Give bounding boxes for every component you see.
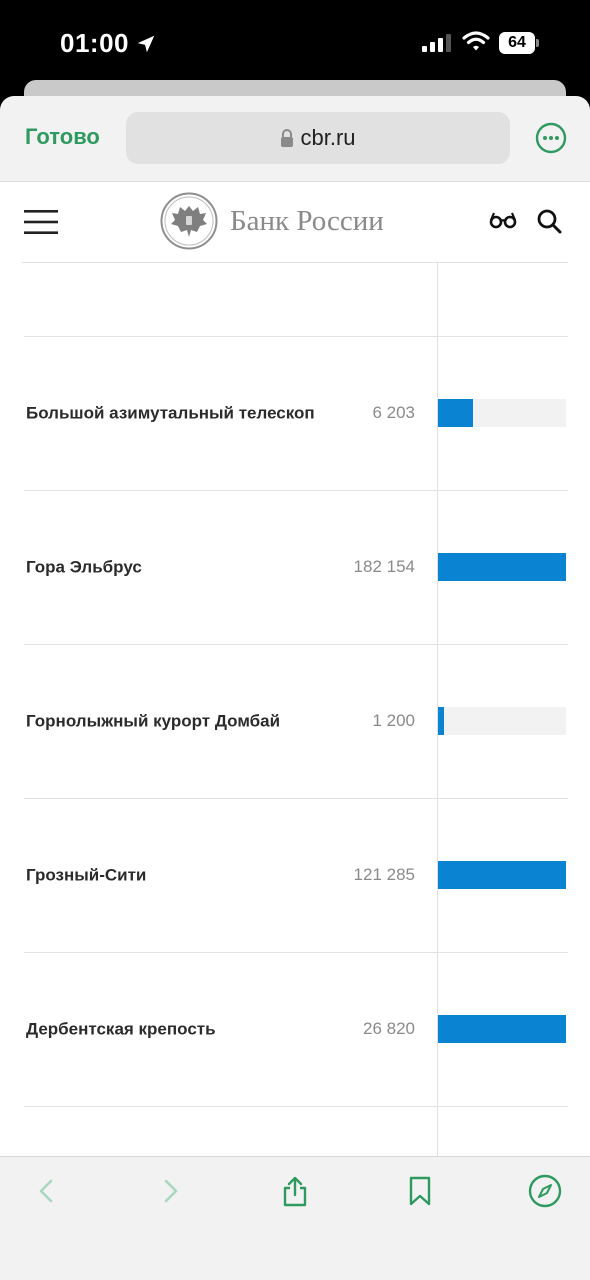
time-text: 01:00 [60, 28, 129, 58]
row-divider [24, 490, 568, 491]
address-bar[interactable]: cbr.ru [126, 112, 510, 164]
bar-fill [438, 1015, 566, 1043]
back-icon[interactable] [32, 1175, 62, 1207]
row-value: 182 154 [353, 557, 415, 576]
share-icon[interactable] [280, 1175, 310, 1207]
row-name: Дербентская крепость [26, 1019, 216, 1039]
status-time: 01:00 [60, 28, 157, 59]
logo-text: Банк России [230, 204, 384, 237]
row-value: 121 285 [353, 865, 415, 884]
table-row: Большой азимутальный телескоп 6 203 [0, 336, 590, 490]
lock-icon [281, 129, 294, 147]
table-row: Горнолыжный курорт Домбай 1 200 [0, 644, 590, 798]
compass-icon[interactable] [528, 1174, 562, 1208]
row-name: Большой азимутальный телескоп [26, 403, 315, 423]
hamburger-menu-icon[interactable] [24, 210, 58, 234]
double-eagle-emblem-icon [160, 192, 218, 250]
table-row: Гора Эльбрус 182 154 [0, 490, 590, 644]
row-divider [24, 952, 568, 953]
browser-toolbar [0, 1156, 590, 1280]
more-options-icon[interactable] [535, 122, 567, 154]
wifi-icon [462, 31, 490, 51]
cellular-signal-icon [422, 34, 451, 52]
accessibility-glasses-icon[interactable] [489, 210, 517, 230]
table-row [0, 182, 590, 336]
url-text: cbr.ru [300, 125, 356, 150]
table-row: Картинная галерея175 [0, 1106, 590, 1156]
row-value: 6 203 [372, 403, 415, 422]
row-name: Гора Эльбрус [26, 557, 142, 577]
bar-fill [438, 553, 566, 581]
search-icon[interactable] [536, 208, 562, 234]
bar-track [438, 399, 566, 427]
column-divider [437, 262, 438, 1156]
battery-icon: 64 [499, 32, 539, 54]
row-value: 26 820 [363, 1019, 415, 1038]
web-page: Банк России Большой азимутальный телеско… [0, 182, 590, 1156]
site-header: Банк России [0, 182, 590, 262]
bar-track [438, 861, 566, 889]
battery-level: 64 [499, 32, 535, 54]
table-row: Дербентская крепость 26 820 [0, 952, 590, 1106]
browser-header: Готово cbr.ru [0, 96, 590, 182]
row-divider [24, 336, 568, 337]
done-button[interactable]: Готово [25, 124, 100, 149]
row-value: 1 200 [372, 711, 415, 730]
bar-fill [438, 707, 445, 735]
forward-icon[interactable] [155, 1175, 185, 1207]
row-divider [24, 644, 568, 645]
bookmarks-icon[interactable] [405, 1175, 435, 1207]
bar-fill [438, 861, 566, 889]
bar-track [438, 1015, 566, 1043]
bar-track [438, 553, 566, 581]
row-divider [24, 798, 568, 799]
row-name: Горнолыжный курорт Домбай [26, 711, 281, 731]
bar-fill [438, 399, 473, 427]
location-arrow-icon [137, 35, 155, 52]
bank-logo[interactable]: Банк России [160, 192, 384, 250]
bar-track [438, 707, 566, 735]
row-divider [24, 1106, 568, 1107]
status-bar: 01:00 64 [0, 0, 590, 90]
table-row: Грозный-Сити 121 285 [0, 798, 590, 952]
row-name: Грозный-Сити [26, 865, 147, 885]
header-divider [22, 262, 568, 263]
